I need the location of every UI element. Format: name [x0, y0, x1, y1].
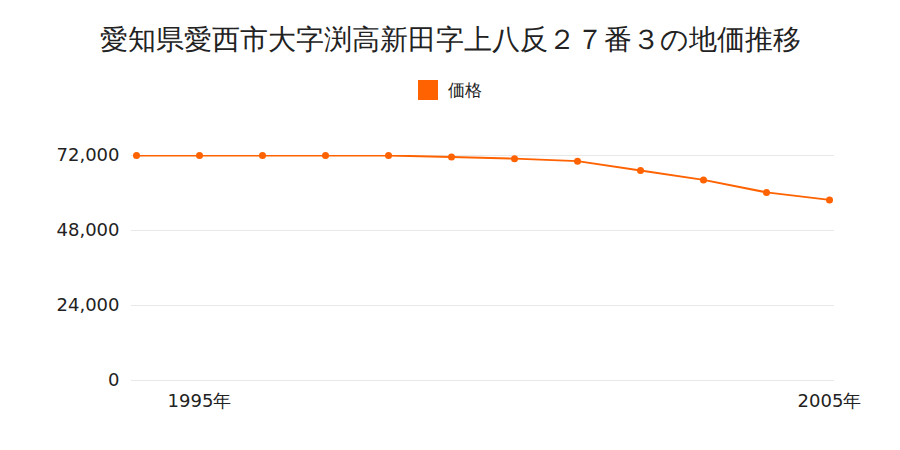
svg-text:2005年: 2005年	[798, 390, 862, 411]
svg-text:72,000: 72,000	[57, 144, 120, 165]
svg-text:24,000: 24,000	[57, 294, 120, 315]
svg-text:1995年: 1995年	[168, 390, 232, 411]
svg-text:48,000: 48,000	[57, 219, 120, 240]
svg-text:0: 0	[108, 369, 119, 390]
html-text:愛知県愛西市大字渕高新田字上八反２７番３の地価推移: 愛知県愛西市大字渕高新田字上八反２７番３の地価推移	[99, 23, 801, 56]
html-text:価格: 価格	[448, 79, 482, 100]
